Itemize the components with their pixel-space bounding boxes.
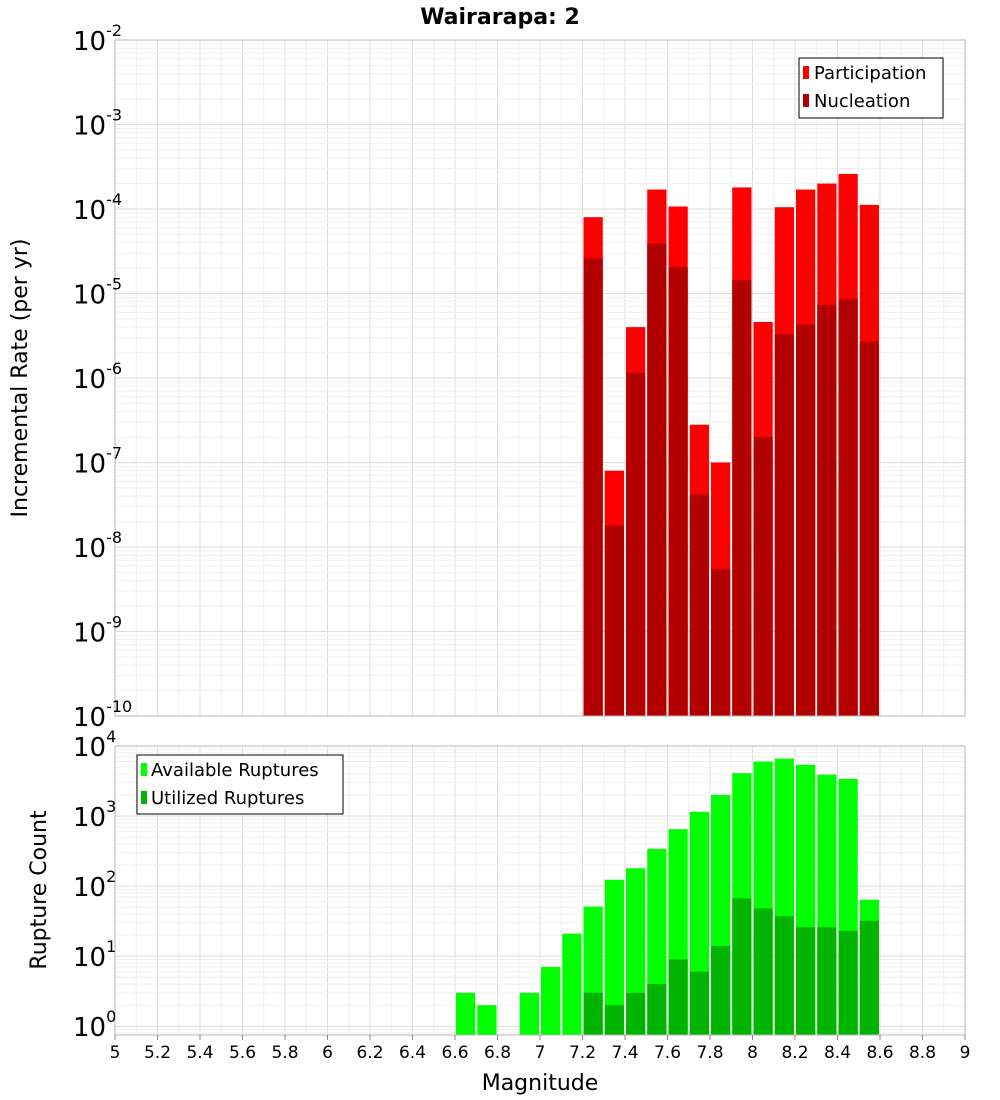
nucleation-bar	[583, 258, 603, 716]
y-tick-label: 10-3	[73, 106, 122, 142]
nucleation-bar	[774, 334, 794, 716]
utilized-ruptures-bar	[711, 945, 731, 1035]
available-ruptures-bar	[477, 1005, 497, 1035]
nucleation-bar	[796, 324, 816, 716]
nucleation-bar	[604, 525, 624, 716]
nucleation-bar	[626, 372, 646, 716]
x-tick-label: 8	[747, 1043, 758, 1063]
rate-y-axis-label: Incremental Rate (per yr)	[8, 239, 33, 518]
available-legend-label: Available Ruptures	[151, 760, 319, 781]
utilized-ruptures-bar	[774, 916, 794, 1035]
available-ruptures-bar	[456, 992, 476, 1035]
utilized-ruptures-bar	[859, 920, 879, 1035]
y-tick-label: 104	[73, 727, 116, 763]
participation-legend-swatch	[803, 66, 809, 79]
available-ruptures-bar	[562, 933, 582, 1035]
available-legend-swatch	[141, 763, 147, 776]
x-tick-label: 5.8	[271, 1043, 298, 1063]
utilized-ruptures-bar	[753, 908, 773, 1035]
y-tick-label: 100	[73, 1007, 116, 1043]
y-tick-label: 10-6	[73, 359, 122, 395]
nucleation-bar	[838, 299, 858, 716]
nucleation-legend-swatch	[803, 94, 809, 107]
utilized-ruptures-bar	[604, 1005, 624, 1035]
chart-title: Wairarapa: 2	[420, 5, 580, 30]
rate-plot-frame	[114, 39, 966, 717]
nucleation-legend-label: Nucleation	[814, 91, 910, 112]
x-tick-label: 6	[322, 1043, 333, 1063]
x-tick-label: 7.6	[654, 1043, 681, 1063]
y-tick-label: 10-7	[73, 444, 122, 480]
nucleation-bar	[689, 494, 709, 716]
x-tick-label: 5.2	[144, 1043, 171, 1063]
x-tick-label: 6.2	[356, 1043, 383, 1063]
count-legend-box	[136, 754, 344, 815]
nucleation-bar	[732, 279, 752, 716]
utilized-ruptures-bar	[668, 959, 688, 1035]
utilized-ruptures-bar	[626, 992, 646, 1035]
count-legend: Available Ruptures Utilized Ruptures	[136, 754, 344, 815]
x-tick-label: 9	[960, 1043, 971, 1063]
nucleation-bar	[711, 568, 731, 716]
utilized-ruptures-bar	[583, 992, 603, 1035]
x-tick-label: 6.6	[441, 1043, 468, 1063]
y-tick-label: 10-9	[73, 613, 122, 649]
x-tick-label: 7.4	[611, 1043, 638, 1063]
utilized-ruptures-bar	[796, 927, 816, 1035]
x-tick-label: 8.6	[866, 1043, 893, 1063]
count-y-tick-labels: 100 101 102 103 104	[73, 727, 116, 1043]
utilized-legend-label: Utilized Ruptures	[151, 788, 304, 809]
rate-legend: Participation Nucleation	[798, 57, 944, 119]
rate-y-tick-labels: 10-10 10-9 10-8 10-7 10-6 10-5 10-4 10-3 10-2	[73, 21, 132, 733]
utilized-ruptures-bars	[583, 898, 879, 1035]
y-tick-label: 101	[73, 937, 116, 973]
y-tick-label: 10-8	[73, 528, 122, 564]
utilized-ruptures-bar	[838, 930, 858, 1035]
y-tick-label: 10-5	[73, 275, 122, 311]
nucleation-bar	[668, 267, 688, 716]
y-tick-label: 10-4	[73, 190, 122, 226]
nucleation-bar	[753, 437, 773, 716]
x-tick-label: 5.6	[229, 1043, 256, 1063]
x-tick-label: 6.8	[484, 1043, 511, 1063]
y-tick-label: 10-2	[73, 21, 122, 57]
count-panel: 100 101 102 103 104 5 5.2 5.4 5.6 5.8 6 6.2 6.4 6.6 6…	[27, 727, 970, 1096]
x-tick-label: 7	[535, 1043, 546, 1063]
y-tick-label: 10-10	[73, 697, 132, 733]
y-tick-label: 103	[73, 797, 116, 833]
nucleation-bar	[647, 243, 667, 716]
x-axis-label: Magnitude	[482, 1071, 599, 1096]
count-y-axis-label: Rupture Count	[27, 810, 52, 970]
utilized-ruptures-bar	[817, 927, 837, 1035]
available-ruptures-bars	[456, 758, 879, 1035]
x-tick-label: 6.4	[399, 1043, 426, 1063]
x-tick-label: 7.8	[696, 1043, 723, 1063]
x-tick-label: 7.2	[569, 1043, 596, 1063]
nucleation-bar	[817, 305, 837, 716]
x-tick-label: 5.4	[186, 1043, 213, 1063]
y-tick-label: 102	[73, 867, 116, 903]
magnitude-tick-labels: 5 5.2 5.4 5.6 5.8 6 6.2 6.4 6.6 6.8 7 7.2 7.4 7.6 7.8 8…	[110, 1035, 971, 1063]
x-tick-label: 8.2	[781, 1043, 808, 1063]
utilized-legend-swatch	[141, 791, 147, 804]
utilized-ruptures-bar	[647, 984, 667, 1035]
rate-legend-box	[798, 57, 944, 119]
nucleation-bars	[583, 243, 879, 716]
rate-gridlines	[114, 39, 966, 717]
available-ruptures-bar	[604, 879, 624, 1035]
participation-legend-label: Participation	[814, 63, 926, 84]
x-tick-label: 8.8	[909, 1043, 936, 1063]
available-ruptures-bar	[541, 967, 561, 1035]
x-tick-label: 8.4	[824, 1043, 851, 1063]
x-tick-label: 5	[110, 1043, 121, 1063]
utilized-ruptures-bar	[689, 971, 709, 1035]
nucleation-bar	[859, 341, 879, 716]
available-ruptures-bar	[519, 992, 539, 1035]
utilized-ruptures-bar	[732, 898, 752, 1035]
